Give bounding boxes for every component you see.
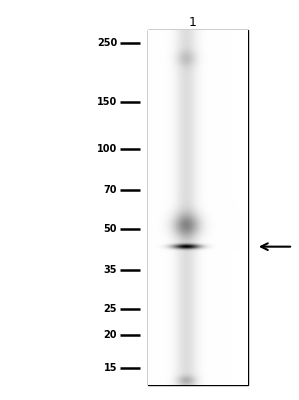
Text: 250: 250: [97, 38, 117, 48]
Text: 1: 1: [189, 16, 197, 28]
Text: 20: 20: [103, 330, 117, 340]
Bar: [148, 30, 248, 385]
Text: 150: 150: [97, 97, 117, 107]
Text: 50: 50: [103, 224, 117, 234]
Text: 25: 25: [103, 304, 117, 314]
Text: 100: 100: [97, 144, 117, 154]
Text: 15: 15: [103, 364, 117, 374]
Text: 35: 35: [103, 266, 117, 276]
Text: 70: 70: [103, 185, 117, 195]
